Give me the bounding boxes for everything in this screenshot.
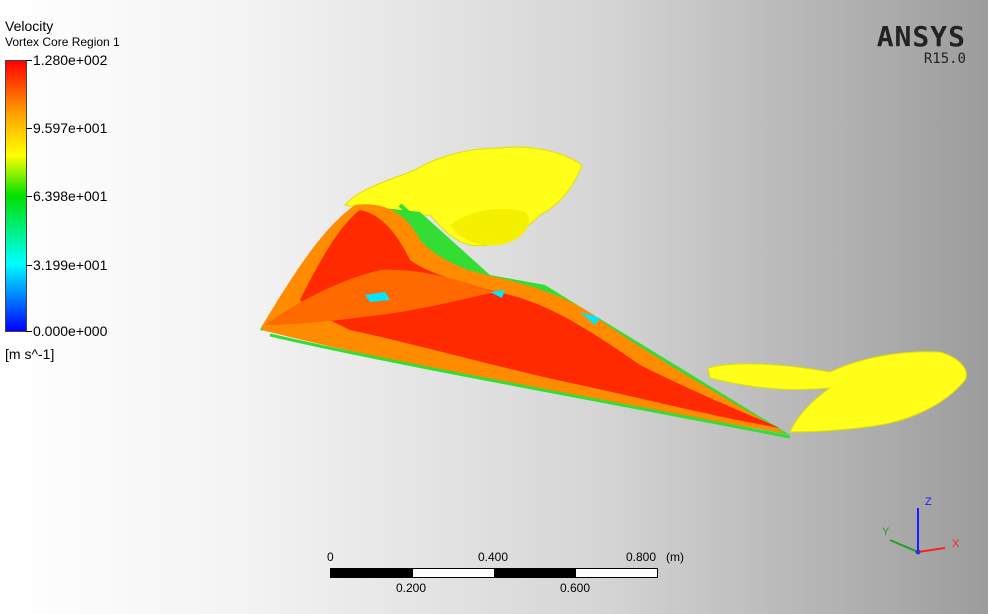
- axis-triad: Z X Y: [882, 496, 960, 555]
- scale-label: 0.600: [560, 581, 591, 595]
- low-velocity-patch: [580, 312, 600, 325]
- x-axis: [917, 547, 946, 553]
- z-axis-label: Z: [925, 496, 932, 508]
- legend-units: [m s^-1]: [5, 346, 55, 362]
- wing-leading-edge: [398, 203, 472, 272]
- wing-trailing-edge: [269, 333, 791, 439]
- vortex-plume-upper-inner: [450, 208, 529, 246]
- colorbar-tick-label-min: 0.000e+000: [33, 323, 108, 339]
- scale-label: 0.400: [478, 550, 509, 564]
- scale-label: 0.200: [396, 581, 427, 595]
- colorbar-tick-label-max: 1.280e+002: [33, 52, 108, 68]
- legend-title: Velocity: [5, 18, 54, 34]
- colorbar-tick-label: 3.199e+001: [33, 257, 108, 273]
- colorbar-tick-label: 9.597e+001: [33, 120, 108, 136]
- colorbar-tick: [26, 128, 32, 129]
- y-axis-label: Y: [882, 526, 890, 538]
- colorbar-tick: [26, 196, 32, 197]
- colorbar-tick-label: 6.398e+001: [33, 188, 108, 204]
- colorbar-tick: [26, 265, 32, 266]
- x-axis-label: X: [952, 538, 960, 550]
- scale-segment: [494, 569, 576, 577]
- colorbar-tick: [26, 331, 32, 332]
- triad-origin: [915, 549, 921, 555]
- scale-bar: 0 0.400 0.800 (m) 0.200 0.600: [300, 548, 720, 598]
- low-velocity-patch: [365, 292, 390, 302]
- scale-bar-graphic: [330, 568, 658, 578]
- legend-subtitle: Vortex Core Region 1: [5, 35, 120, 49]
- wing-high-velocity-region: [300, 210, 780, 428]
- scale-label: 0.800: [626, 550, 657, 564]
- scale-label: 0: [327, 550, 334, 564]
- scale-segment: [331, 569, 413, 577]
- scale-unit: (m): [666, 550, 684, 564]
- y-axis: [889, 539, 919, 553]
- colorbar-tick: [26, 60, 32, 61]
- ansys-logo: ANSYS: [876, 20, 966, 53]
- version-label: R15.0: [923, 51, 966, 67]
- low-velocity-patch: [490, 290, 505, 298]
- vortex-plume-right: [707, 351, 967, 433]
